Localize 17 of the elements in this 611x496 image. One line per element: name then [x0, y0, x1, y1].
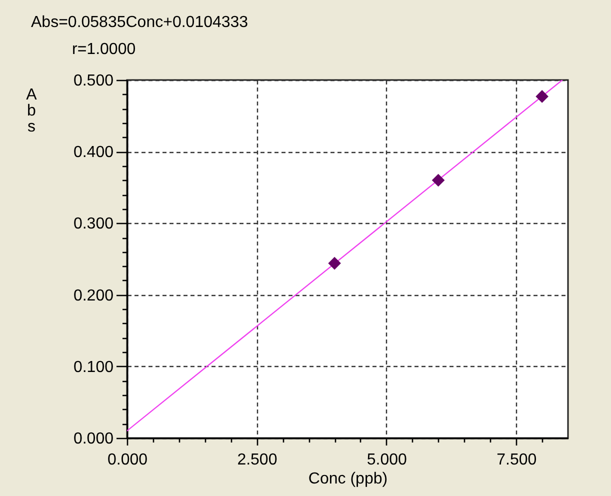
point: [432, 174, 444, 186]
y-tick-label: 0.400: [73, 144, 114, 162]
y-axis-title: Abs: [26, 86, 38, 136]
chart-subtitle: r=1.0000: [72, 41, 136, 58]
x-tick-label: 5.000: [366, 452, 408, 468]
chart-title: Abs=0.05835Conc+0.0104333: [31, 14, 248, 31]
x-tick-label: 7.500: [496, 452, 537, 468]
x-tick-label: 2.500: [237, 452, 278, 468]
y-tick-label: 0.200: [73, 287, 114, 304]
point: [536, 90, 548, 103]
y-tick-label: 0.100: [73, 358, 114, 376]
x-tick-label: 0.000: [107, 452, 148, 468]
y-tick-label: 0.300: [73, 216, 114, 233]
x-axis-title: Conc (ppb): [308, 470, 388, 488]
y-tick-label: 0.000: [73, 430, 114, 448]
point: [328, 257, 341, 270]
y-tick-label: 0.500: [73, 72, 114, 90]
